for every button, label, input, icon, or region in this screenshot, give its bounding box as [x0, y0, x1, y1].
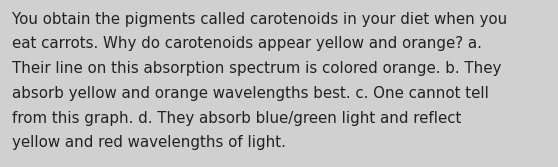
Text: Their line on this absorption spectrum is colored orange. b. They: Their line on this absorption spectrum i… [12, 61, 502, 76]
Text: You obtain the pigments called carotenoids in your diet when you: You obtain the pigments called carotenoi… [12, 12, 507, 27]
Text: yellow and red wavelengths of light.: yellow and red wavelengths of light. [12, 135, 286, 150]
Text: from this graph. d. They absorb blue/green light and reflect: from this graph. d. They absorb blue/gre… [12, 111, 461, 126]
Text: absorb yellow and orange wavelengths best. c. One cannot tell: absorb yellow and orange wavelengths bes… [12, 86, 489, 101]
Text: eat carrots. Why do carotenoids appear yellow and orange? a.: eat carrots. Why do carotenoids appear y… [12, 36, 482, 51]
